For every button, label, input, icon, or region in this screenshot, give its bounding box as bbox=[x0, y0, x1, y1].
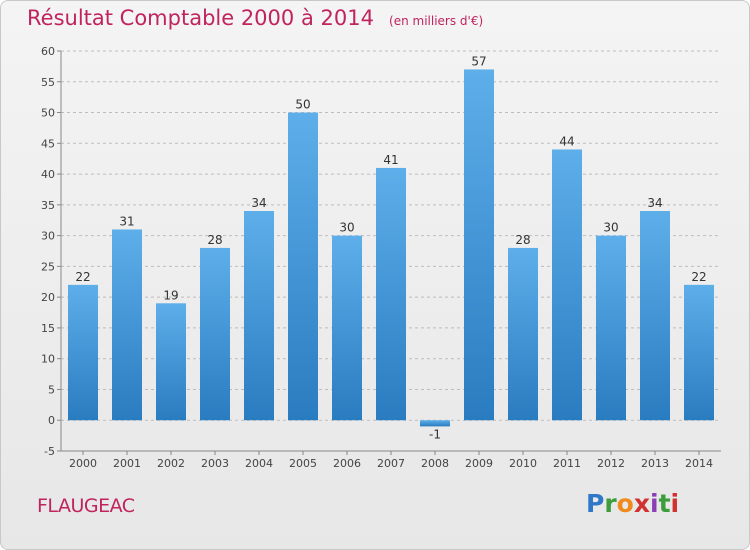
x-tick-label: 2000 bbox=[69, 457, 97, 470]
y-tick-label: 20 bbox=[41, 291, 55, 304]
bar-value-label: 31 bbox=[119, 214, 134, 228]
y-tick-label: 5 bbox=[48, 383, 55, 396]
x-tick-label: 2004 bbox=[245, 457, 273, 470]
bar-value-label: 50 bbox=[295, 98, 310, 112]
x-tick-label: 2005 bbox=[289, 457, 317, 470]
proxiti-logo: Proxiti bbox=[586, 489, 680, 518]
x-tick-label: 2006 bbox=[333, 457, 361, 470]
bar-value-label: 34 bbox=[647, 196, 662, 210]
x-tick-label: 2002 bbox=[157, 457, 185, 470]
x-tick-label: 2001 bbox=[113, 457, 141, 470]
bar-value-label: 19 bbox=[163, 288, 178, 302]
x-tick-label: 2003 bbox=[201, 457, 229, 470]
bar-2006 bbox=[332, 235, 362, 421]
x-tick-label: 2012 bbox=[597, 457, 625, 470]
bar-2007 bbox=[376, 167, 406, 421]
x-tick-label: 2009 bbox=[465, 457, 493, 470]
y-tick-label: 50 bbox=[41, 107, 55, 120]
y-tick-label: 10 bbox=[41, 353, 55, 366]
bar-value-label: 57 bbox=[471, 54, 486, 68]
bar-2000 bbox=[68, 284, 98, 421]
bar-2003 bbox=[200, 247, 230, 421]
bar-value-label: 22 bbox=[75, 270, 90, 284]
bar-value-label: 44 bbox=[559, 134, 574, 148]
place-name: FLAUGEAC bbox=[37, 495, 135, 517]
bar-value-label: 28 bbox=[515, 233, 530, 247]
bar-value-label: 30 bbox=[339, 221, 354, 235]
bar-2011 bbox=[552, 149, 582, 421]
bar-value-label: 22 bbox=[691, 270, 706, 284]
y-tick-label: 55 bbox=[41, 76, 55, 89]
x-tick-label: 2013 bbox=[641, 457, 669, 470]
bar-value-label: 30 bbox=[603, 221, 618, 235]
x-tick-label: 2014 bbox=[685, 457, 713, 470]
y-tick-label: 15 bbox=[41, 322, 55, 335]
bar-value-label: -1 bbox=[429, 427, 441, 441]
bar-2014 bbox=[684, 284, 714, 421]
bar-2002 bbox=[156, 303, 186, 421]
y-tick-label: 35 bbox=[41, 199, 55, 212]
y-tick-label: -5 bbox=[44, 445, 55, 458]
y-tick-label: 25 bbox=[41, 260, 55, 273]
bar-2013 bbox=[640, 211, 670, 421]
y-tick-label: 40 bbox=[41, 168, 55, 181]
x-tick-label: 2011 bbox=[553, 457, 581, 470]
x-tick-label: 2008 bbox=[421, 457, 449, 470]
bar-2010 bbox=[508, 247, 538, 421]
y-tick-label: 45 bbox=[41, 137, 55, 150]
chart-title-block: Résultat Comptable 2000 à 2014 (en milli… bbox=[27, 6, 483, 30]
bar-2004 bbox=[244, 211, 274, 421]
bar-2001 bbox=[112, 229, 142, 421]
x-tick-label: 2007 bbox=[377, 457, 405, 470]
y-tick-label: 0 bbox=[48, 414, 55, 427]
y-tick-label: 30 bbox=[41, 230, 55, 243]
bar-value-label: 28 bbox=[207, 233, 222, 247]
bar-value-label: 41 bbox=[383, 153, 398, 167]
bar-2012 bbox=[596, 235, 626, 421]
chart-title: Résultat Comptable 2000 à 2014 bbox=[27, 6, 374, 30]
bar-2005 bbox=[288, 112, 318, 421]
x-tick-label: 2010 bbox=[509, 457, 537, 470]
bar-2009 bbox=[464, 69, 494, 421]
bar-value-label: 34 bbox=[251, 196, 266, 210]
chart-subtitle: (en milliers d'€) bbox=[389, 14, 484, 28]
y-tick-label: 60 bbox=[41, 45, 55, 58]
bar-2008 bbox=[420, 420, 450, 427]
